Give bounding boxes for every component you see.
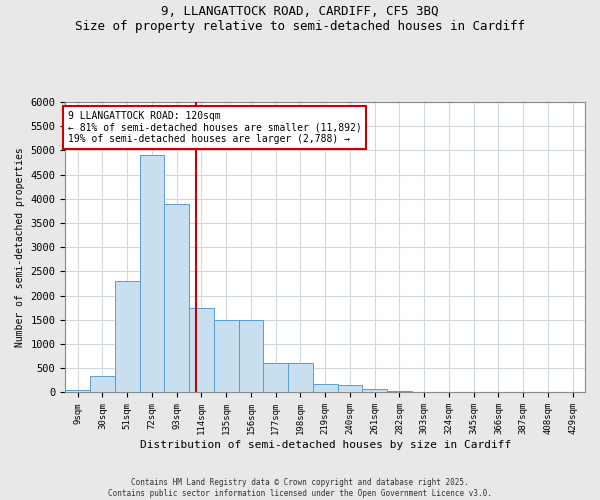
Bar bbox=[387, 390, 412, 392]
Bar bbox=[338, 385, 362, 392]
Bar bbox=[263, 364, 288, 392]
Text: 9 LLANGATTOCK ROAD: 120sqm
← 81% of semi-detached houses are smaller (11,892)
19: 9 LLANGATTOCK ROAD: 120sqm ← 81% of semi… bbox=[68, 110, 361, 144]
Bar bbox=[189, 308, 214, 392]
Bar bbox=[115, 281, 140, 392]
Bar bbox=[164, 204, 189, 392]
Bar bbox=[65, 390, 90, 392]
Bar bbox=[313, 384, 338, 392]
Text: Contains HM Land Registry data © Crown copyright and database right 2025.
Contai: Contains HM Land Registry data © Crown c… bbox=[108, 478, 492, 498]
Bar bbox=[90, 376, 115, 392]
X-axis label: Distribution of semi-detached houses by size in Cardiff: Distribution of semi-detached houses by … bbox=[140, 440, 511, 450]
Bar bbox=[362, 389, 387, 392]
Bar bbox=[140, 156, 164, 392]
Bar bbox=[239, 320, 263, 392]
Bar bbox=[214, 320, 239, 392]
Bar bbox=[288, 364, 313, 392]
Y-axis label: Number of semi-detached properties: Number of semi-detached properties bbox=[15, 148, 25, 347]
Text: 9, LLANGATTOCK ROAD, CARDIFF, CF5 3BQ
Size of property relative to semi-detached: 9, LLANGATTOCK ROAD, CARDIFF, CF5 3BQ Si… bbox=[75, 5, 525, 33]
